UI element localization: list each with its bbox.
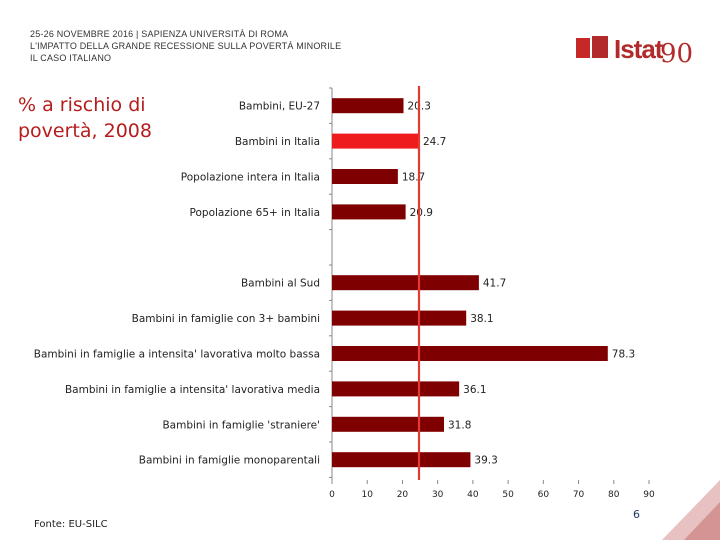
category-label: Bambini in Italia bbox=[235, 136, 320, 148]
slide-header: 25-26 NOVEMBRE 2016 | SAPIENZA UNIVERSIT… bbox=[30, 28, 341, 64]
category-label: Bambini in famiglie con 3+ bambini bbox=[132, 313, 320, 325]
bar bbox=[332, 416, 445, 432]
bar bbox=[332, 310, 467, 326]
bar bbox=[332, 381, 460, 397]
category-label: Bambini al Sud bbox=[241, 278, 320, 290]
logo-text: Istat bbox=[614, 34, 663, 64]
value-label: 39.3 bbox=[474, 455, 497, 467]
bar bbox=[332, 169, 398, 184]
header-line-2: L'IMPATTO DELLA GRANDE RECESSIONE SULLA … bbox=[30, 41, 342, 51]
category-label: Bambini, EU-27 bbox=[239, 101, 320, 113]
x-tick-label: 70 bbox=[573, 490, 585, 500]
category-label: Bambini in famiglie a intensita' lavorat… bbox=[65, 384, 320, 396]
corner-decoration bbox=[662, 480, 720, 540]
bar bbox=[332, 452, 471, 468]
x-tick-label: 50 bbox=[502, 490, 514, 500]
value-label: 24.7 bbox=[423, 136, 446, 148]
value-label: 78.3 bbox=[612, 349, 635, 361]
page-number: 6 bbox=[633, 508, 640, 521]
bar bbox=[332, 346, 608, 361]
category-label: Bambini in famiglie a intensita' lavorat… bbox=[34, 349, 320, 361]
category-label: Bambini in famiglie 'straniere' bbox=[162, 419, 320, 431]
value-label: 20.9 bbox=[410, 207, 433, 219]
header-line-1: 25-26 NOVEMBRE 2016 | SAPIENZA UNIVERSIT… bbox=[30, 29, 289, 39]
header-line-3: IL CASO ITALIANO bbox=[30, 53, 112, 63]
x-tick-label: 80 bbox=[608, 490, 620, 500]
x-tick-label: 10 bbox=[361, 490, 373, 500]
x-tick-label: 40 bbox=[467, 490, 479, 500]
value-label: 38.1 bbox=[470, 313, 493, 325]
x-tick-label: 90 bbox=[643, 490, 655, 500]
x-tick-label: 20 bbox=[397, 490, 409, 500]
x-tick-label: 30 bbox=[432, 490, 444, 500]
bar bbox=[332, 98, 404, 114]
istat-logo: 90 Istat bbox=[574, 30, 694, 72]
bar bbox=[332, 204, 406, 220]
x-tick-label: 60 bbox=[538, 490, 550, 500]
logo-badge: 90 bbox=[660, 39, 693, 69]
istat-logo-mark: 90 bbox=[576, 36, 693, 69]
value-label: 36.1 bbox=[463, 384, 486, 396]
x-tick-label: 0 bbox=[329, 490, 335, 500]
category-label: Popolazione intera in Italia bbox=[181, 172, 320, 184]
value-label: 41.7 bbox=[483, 278, 506, 290]
category-label: Popolazione 65+ in Italia bbox=[190, 207, 320, 219]
chart-title: % a rischio di povertà, 2008 bbox=[18, 94, 152, 142]
source-note: Fonte: EU-SILC bbox=[34, 519, 108, 530]
bar bbox=[332, 275, 479, 291]
value-label: 18.7 bbox=[402, 172, 425, 184]
category-label: Bambini in famiglie monoparentali bbox=[139, 455, 320, 467]
value-label: 31.8 bbox=[448, 419, 471, 431]
bar bbox=[332, 133, 419, 149]
